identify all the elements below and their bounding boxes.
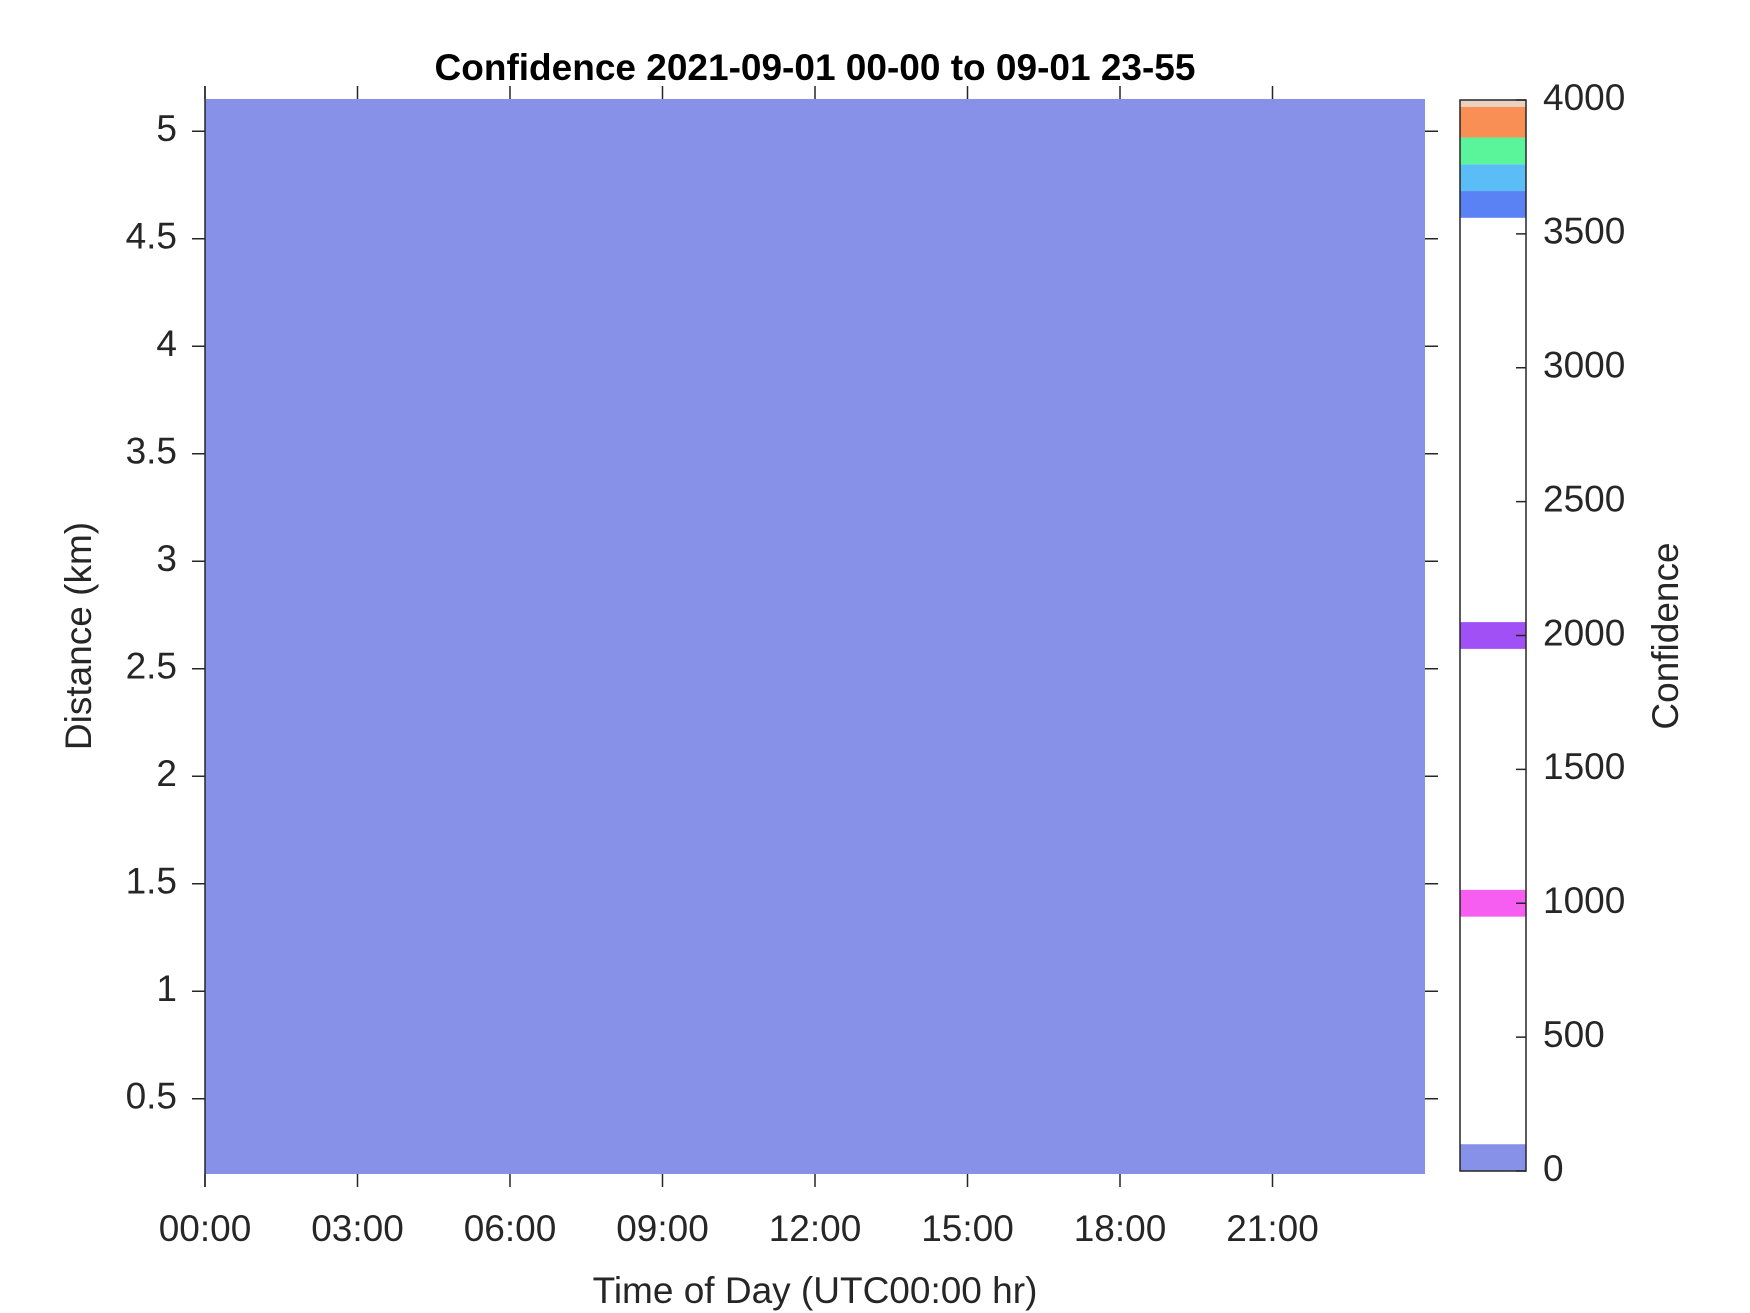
colorbar-band [1460,137,1526,165]
y-tick-label: 3 [156,538,177,579]
colorbar-band [1460,164,1526,192]
colorbar-band [1460,100,1526,107]
colorbar-band [1460,106,1526,138]
x-tick-label: 12:00 [769,1208,862,1249]
colorbar-tick-label: 2500 [1543,478,1625,519]
colorbar-tick-label: 2000 [1543,612,1625,653]
colorbar-tick-label: 3500 [1543,211,1625,252]
x-tick-label: 21:00 [1226,1208,1319,1249]
y-tick-label: 3.5 [126,431,177,472]
chart-title: Confidence 2021-09-01 00-00 to 09-01 23-… [435,47,1196,88]
y-tick-label: 2 [156,753,177,794]
y-tick-label: 1.5 [126,861,177,902]
heatmap-cell [205,99,1425,1174]
y-tick-label: 4 [156,323,177,364]
colorbar-tick-label: 1000 [1543,880,1625,921]
colorbar-label: Confidence [1645,542,1686,729]
colorbar-tick-label: 1500 [1543,746,1625,787]
x-tick-label: 06:00 [464,1208,557,1249]
y-tick-label: 1 [156,968,177,1009]
x-tick-label: 00:00 [159,1208,252,1249]
y-tick-label: 5 [156,108,177,149]
colorbar-tick-label: 0 [1543,1148,1564,1189]
colorbar-band [1460,622,1526,649]
x-tick-label: 18:00 [1074,1208,1167,1249]
colorbar-band [1460,191,1526,218]
colorbar-tick-label: 3000 [1543,345,1625,386]
y-tick-label: 2.5 [126,646,177,687]
x-tick-label: 03:00 [311,1208,404,1249]
x-axis-label: Time of Day (UTC00:00 hr) [593,1270,1038,1311]
x-tick-label: 09:00 [616,1208,709,1249]
y-tick-label: 0.5 [126,1076,177,1117]
colorbar-band [1460,1144,1526,1171]
y-tick-label: 4.5 [126,216,177,257]
y-axis-label: Distance (km) [58,522,99,750]
x-tick-label: 15:00 [921,1208,1014,1249]
colorbar-tick-label: 500 [1543,1014,1605,1055]
colorbar-band [1460,889,1526,917]
colorbar-tick-label: 4000 [1543,77,1625,118]
